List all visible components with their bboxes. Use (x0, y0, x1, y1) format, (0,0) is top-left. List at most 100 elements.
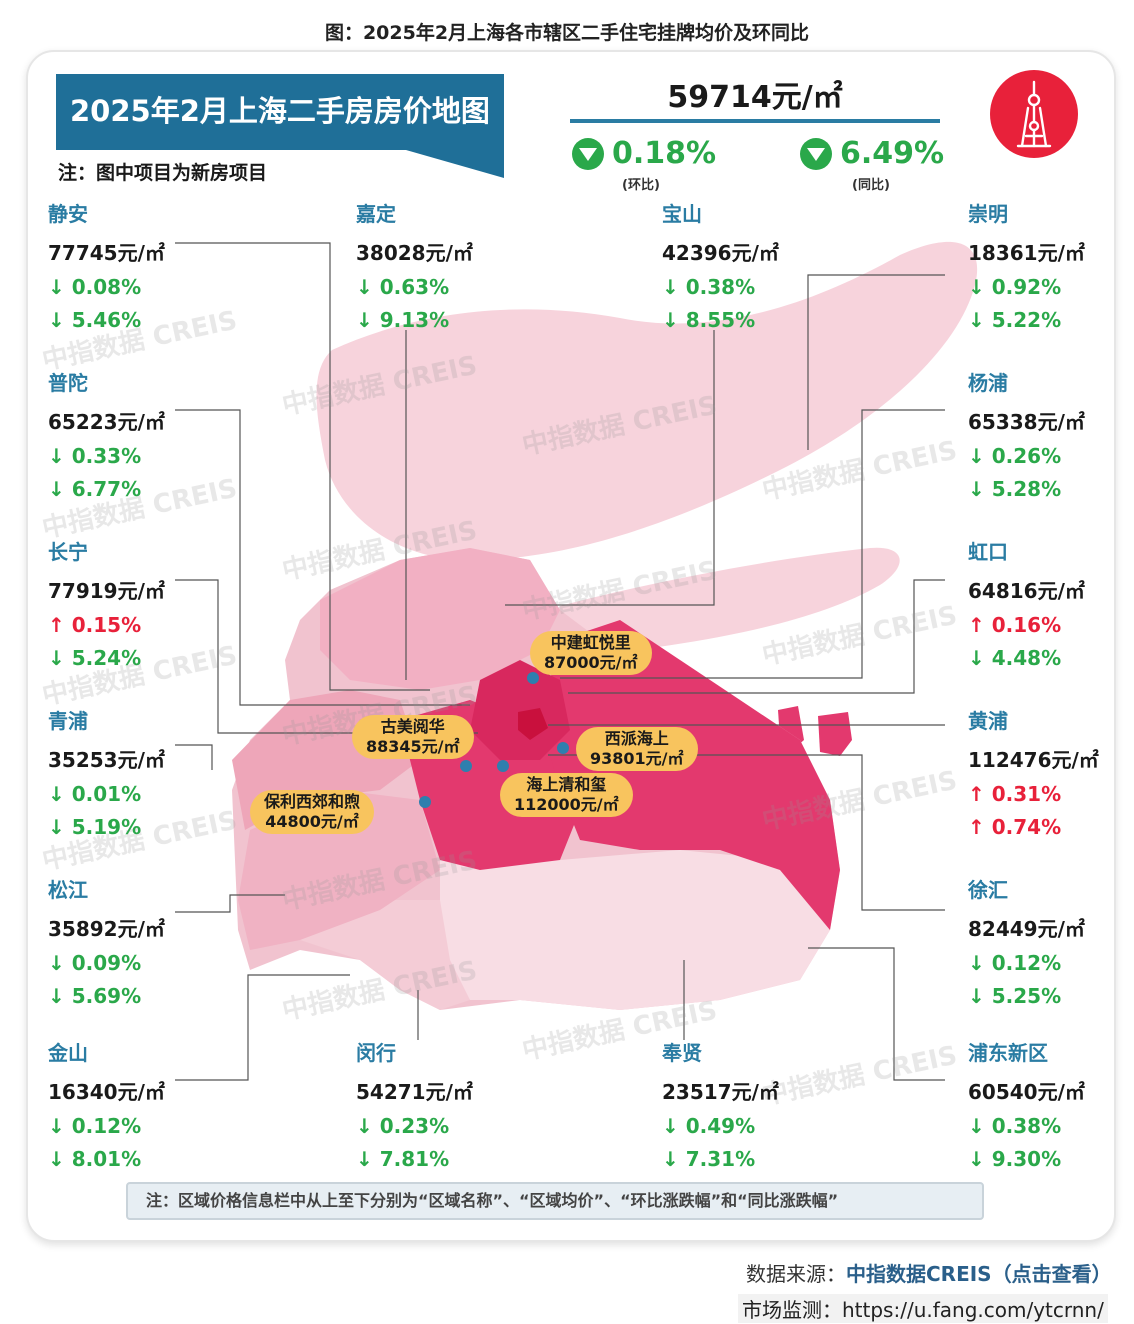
project-dot-3 (557, 742, 569, 754)
district-yoy: ↓ 5.46% (48, 308, 142, 332)
project-dot-2 (460, 760, 472, 772)
district-panel: 静安 77745元/㎡ ↓ 0.08% ↓ 5.46% (48, 198, 165, 332)
district-panel: 黄浦 112476元/㎡ ↑ 0.31% ↑ 0.74% (968, 705, 1099, 839)
district-yoy: ↓ 9.30% (968, 1147, 1062, 1171)
district-mom: ↓ 0.33% (48, 444, 142, 468)
project-tag: 中建虹悦里 87000元/㎡ (530, 631, 652, 675)
district-yoy: ↓ 5.69% (48, 984, 142, 1008)
district-price: 54271元/㎡ (356, 1080, 473, 1104)
district-panel: 嘉定 38028元/㎡ ↓ 0.63% ↓ 9.13% (356, 198, 473, 332)
project-tag: 古美阅华 88345元/㎡ (352, 715, 474, 759)
district-jiading-baoshan (320, 548, 560, 690)
project-dot-1 (527, 672, 539, 684)
average-price: 59714元/㎡ (667, 80, 843, 115)
down-arrow-icon (800, 137, 832, 170)
district-name: 闵行 (356, 1041, 396, 1065)
divider (570, 119, 940, 123)
district-name: 长宁 (48, 540, 88, 564)
district-central (470, 660, 570, 760)
district-price: 112476元/㎡ (968, 748, 1099, 772)
district-name: 黄浦 (968, 709, 1008, 733)
district-mom: ↓ 0.38% (662, 275, 756, 299)
district-huangpu (518, 708, 548, 740)
district-yoy: ↓ 5.25% (968, 984, 1062, 1008)
district-mom: ↑ 0.31% (968, 782, 1062, 806)
project-name: 古美阅华 (380, 717, 445, 736)
district-name: 静安 (48, 202, 88, 226)
legend-note: 注：区域价格信息栏中从上至下分别为“区域名称”、“区域均价”、“环比涨跌幅”和“… (126, 1182, 984, 1220)
district-panel: 奉贤 23517元/㎡ ↓ 0.49% ↓ 7.31% (662, 1037, 779, 1171)
district-price: 35892元/㎡ (48, 917, 165, 941)
project-price: 88345元/㎡ (366, 737, 460, 756)
district-yoy: ↓ 7.31% (662, 1147, 756, 1171)
district-name: 青浦 (48, 709, 88, 733)
project-name: 中建虹悦里 (550, 633, 631, 652)
district-panel: 普陀 65223元/㎡ ↓ 0.33% ↓ 6.77% (48, 367, 165, 501)
district-mom: ↓ 0.92% (968, 275, 1062, 299)
district-panel: 崇明 18361元/㎡ ↓ 0.92% ↓ 5.22% (968, 198, 1085, 332)
district-price: 82449元/㎡ (968, 917, 1085, 941)
district-price: 23517元/㎡ (662, 1080, 779, 1104)
project-name: 西派海上 (604, 729, 669, 748)
district-price: 77745元/㎡ (48, 241, 165, 265)
source-link[interactable]: 中指数据CREIS（点击查看） (846, 1262, 1112, 1286)
mom-change: 0.18% (572, 136, 716, 171)
district-mom: ↓ 0.23% (356, 1114, 450, 1138)
district-pudong (540, 620, 840, 930)
mom-value: 0.18% (612, 136, 717, 171)
district-yoy: ↓ 8.55% (662, 308, 756, 332)
project-tag: 海上清和玺 112000元/㎡ (500, 773, 633, 817)
district-yoy: ↓ 9.13% (356, 308, 450, 332)
monitor-link[interactable]: 市场监测：https://u.fang.com/ytcrnn/ (738, 1294, 1108, 1323)
district-name: 徐汇 (968, 878, 1008, 902)
district-mom: ↓ 0.63% (356, 275, 450, 299)
district-name: 松江 (48, 878, 88, 902)
district-price: 60540元/㎡ (968, 1080, 1085, 1104)
district-mom: ↑ 0.16% (968, 613, 1062, 637)
project-name: 保利西郊和煦 (264, 792, 361, 811)
district-yoy: ↓ 7.81% (356, 1147, 450, 1171)
district-panel: 浦东新区 60540元/㎡ ↓ 0.38% ↓ 9.30% (968, 1037, 1085, 1171)
district-yoy: ↓ 5.22% (968, 308, 1062, 332)
district-price: 38028元/㎡ (356, 241, 473, 265)
district-price: 16340元/㎡ (48, 1080, 165, 1104)
project-price: 87000元/㎡ (544, 653, 638, 672)
data-source: 数据来源：中指数据CREIS（点击查看） (746, 1258, 1112, 1287)
district-price: 65338元/㎡ (968, 410, 1085, 434)
district-name: 虹口 (968, 540, 1008, 564)
district-yoy: ↓ 6.77% (48, 477, 142, 501)
project-price: 112000元/㎡ (514, 795, 619, 814)
district-name: 金山 (48, 1041, 88, 1065)
district-price: 65223元/㎡ (48, 410, 165, 434)
yoy-label: (同比) (852, 178, 890, 193)
project-dot-5 (419, 796, 431, 808)
island-chongming (316, 241, 978, 560)
district-price: 42396元/㎡ (662, 241, 779, 265)
district-jinshan (300, 900, 470, 1010)
banner-tail (406, 150, 504, 178)
district-mom: ↑ 0.15% (48, 613, 142, 637)
district-price: 35253元/㎡ (48, 748, 165, 772)
map-title: 2025年2月上海二手房房价地图 (70, 94, 490, 128)
district-mom: ↓ 0.01% (48, 782, 142, 806)
district-mom: ↓ 0.12% (968, 951, 1062, 975)
project-price: 93801元/㎡ (590, 749, 684, 768)
district-yoy: ↓ 5.19% (48, 815, 142, 839)
mom-label: (环比) (622, 178, 660, 193)
yoy-value: 6.49% (840, 136, 945, 171)
district-name: 嘉定 (356, 202, 396, 226)
island-small-2 (818, 712, 852, 756)
district-yoy: ↓ 5.28% (968, 477, 1062, 501)
yoy-change: 6.49% (800, 136, 944, 171)
district-mom: ↓ 0.09% (48, 951, 142, 975)
district-panel: 徐汇 82449元/㎡ ↓ 0.12% ↓ 5.25% (968, 874, 1085, 1008)
down-arrow-icon (572, 137, 604, 170)
district-panel: 闵行 54271元/㎡ ↓ 0.23% ↓ 7.81% (356, 1037, 473, 1171)
figure-caption: 图：2025年2月上海各市辖区二手住宅挂牌均价及环同比 (324, 22, 810, 44)
district-price: 77919元/㎡ (48, 579, 165, 603)
title-banner (56, 74, 504, 150)
district-name: 奉贤 (662, 1041, 702, 1065)
pearl-tower-icon (990, 70, 1078, 158)
project-tag: 保利西郊和煦 44800元/㎡ (250, 790, 375, 834)
district-name: 杨浦 (968, 371, 1008, 395)
